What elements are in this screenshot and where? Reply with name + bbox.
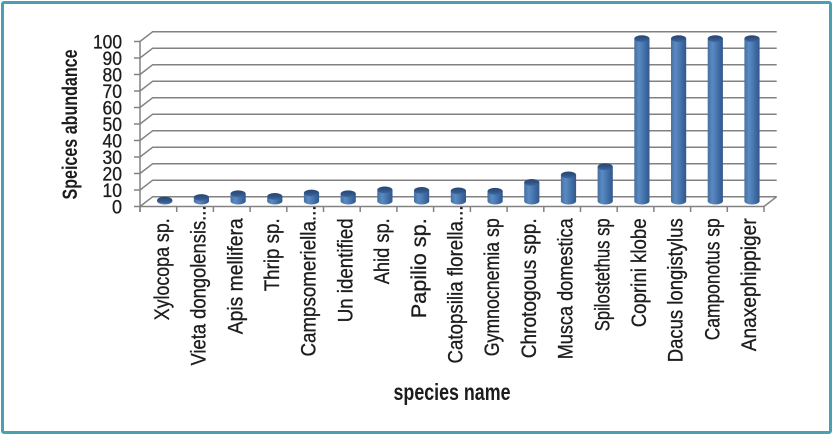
svg-text:Apis mellifera: Apis mellifera: [224, 218, 247, 334]
svg-text:100: 100: [93, 32, 122, 53]
svg-text:70: 70: [103, 82, 123, 103]
svg-text:Dacus longistylus: Dacus longistylus: [665, 218, 688, 362]
svg-text:10: 10: [103, 181, 123, 202]
svg-text:90: 90: [103, 49, 123, 70]
svg-text:0: 0: [112, 197, 122, 218]
svg-text:Xylocopa sp.: Xylocopa sp.: [151, 218, 174, 320]
svg-text:Anaxephippiger: Anaxephippiger: [738, 218, 761, 351]
svg-text:Gymnocnemia sp: Gymnocnemia sp: [481, 218, 504, 356]
svg-text:60: 60: [103, 98, 123, 119]
svg-text:Papilio sp.: Papilio sp.: [408, 218, 431, 318]
svg-text:Camponotus sp: Camponotus sp: [701, 218, 724, 340]
svg-text:Speices abundance: Speices abundance: [59, 50, 82, 200]
svg-text:30: 30: [103, 148, 123, 169]
svg-text:Thrip sp.: Thrip sp.: [261, 218, 284, 291]
svg-text:20: 20: [103, 164, 123, 185]
svg-text:Spilostethus sp: Spilostethus sp: [591, 218, 614, 331]
svg-text:Chrotogous spp.: Chrotogous spp.: [518, 218, 541, 358]
svg-text:80: 80: [103, 65, 123, 86]
svg-text:Ahid sp.: Ahid sp.: [371, 218, 394, 284]
svg-text:Vieta dongolensis...: Vieta dongolensis...: [188, 206, 211, 366]
svg-text:Un identified: Un identified: [334, 218, 357, 322]
svg-text:Campsomeriella...: Campsomeriella...: [298, 206, 321, 357]
svg-text:Coprini klobe: Coprini klobe: [628, 218, 651, 327]
svg-text:species name: species name: [394, 379, 511, 405]
svg-text:40: 40: [103, 131, 123, 152]
svg-text:Musca domestica: Musca domestica: [555, 218, 578, 359]
svg-text:50: 50: [103, 115, 123, 136]
svg-text:Catopsilia florella...: Catopsilia florella...: [445, 206, 468, 364]
